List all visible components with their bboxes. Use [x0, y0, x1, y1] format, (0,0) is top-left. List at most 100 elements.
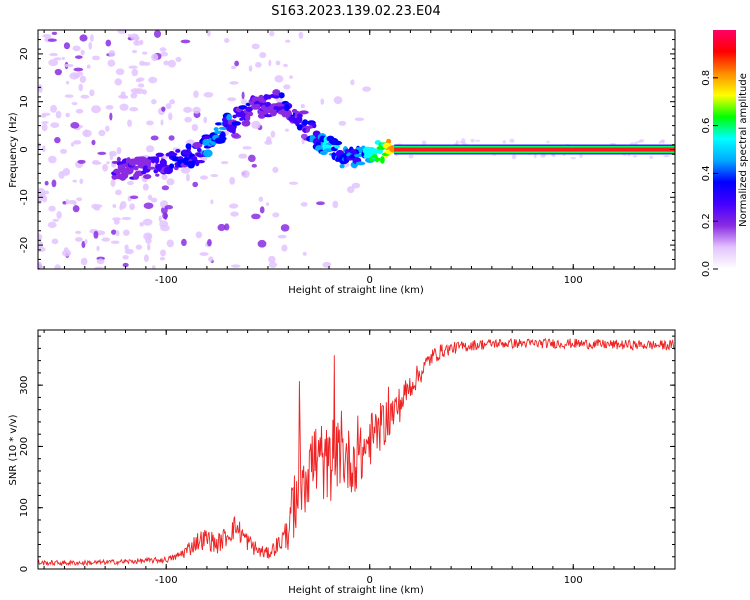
spectrogram-noise-blob — [251, 120, 261, 129]
spectrogram-noise-blob — [80, 94, 90, 99]
spectrogram-noise-blob — [255, 61, 262, 68]
spectrogram-signal-blob — [284, 103, 290, 112]
spectrogram-noise-blob — [73, 140, 82, 145]
spectrogram-noise-blob — [632, 155, 638, 158]
spectrogram-noise-blob — [207, 30, 211, 37]
spectrogram-noise-blob — [234, 60, 240, 67]
spectrogram-noise-blob — [117, 30, 128, 34]
spectrogram-signal-blob — [181, 149, 188, 155]
spectrogram-noise-blob — [116, 147, 122, 155]
snr-series-line — [38, 337, 675, 567]
spectrogram-noise-blob — [71, 101, 78, 106]
spectrogram-noise-blob — [268, 59, 272, 67]
spectrogram-signal-blob — [231, 121, 242, 126]
spectrogram-noise-blob — [322, 261, 332, 268]
spectrogram-signal-blob — [154, 156, 160, 164]
spectrogram-noise-blob — [113, 219, 120, 225]
spectrogram-noise-blob — [141, 51, 148, 55]
spectrogram-noise-blob — [259, 51, 267, 59]
spectrogram-signal-blob — [142, 160, 147, 166]
spectrogram-noise-blob — [151, 265, 156, 269]
spectrogram-signal-blob — [296, 124, 303, 131]
spectrogram-noise-blob — [280, 224, 290, 232]
spectrogram-noise-blob — [76, 197, 83, 202]
spectrogram-signal-blob — [203, 149, 213, 158]
spectrogram-signal-blob — [185, 143, 192, 150]
spectrogram-noise-blob — [546, 140, 550, 144]
spectrogram-noise-blob — [44, 180, 49, 186]
spectrogram-noise-blob — [159, 47, 167, 52]
spectrogram-signal-blob — [272, 94, 280, 99]
spectrogram-noise-blob — [200, 175, 208, 180]
spectrogram-noise-blob — [147, 194, 153, 201]
spectrogram-signal-blob — [296, 115, 303, 124]
spectrogram-noise-blob — [230, 211, 239, 217]
spectrogram-noise-blob — [75, 108, 84, 114]
spectrogram-noise-blob — [51, 31, 58, 36]
colorbar-gradient — [713, 30, 736, 269]
spectrogram-noise-blob — [59, 148, 68, 154]
spectrogram-noise-blob — [101, 237, 111, 242]
snr-x-tick-label: -100 — [155, 575, 178, 586]
spectrogram-noise-blob — [98, 129, 106, 137]
spectrogram-noise-blob — [38, 261, 42, 269]
spectrogram-noise-blob — [265, 202, 270, 206]
spectrogram-noise-blob — [242, 146, 252, 150]
spectrogram-noise-blob — [72, 45, 81, 52]
spectrogram-noise-blob — [102, 163, 109, 172]
spectrogram-noise-blob — [97, 151, 107, 155]
spectrogram-noise-blob — [135, 78, 142, 83]
spectrogram-signal-blob — [312, 123, 317, 129]
spectrogram-noise-blob — [130, 33, 139, 41]
colorbar-label: Normalized spectral amplitude — [738, 73, 749, 227]
spectrogram-noise-blob — [277, 234, 287, 239]
snr-x-axis-label: Height of straight line (km) — [288, 585, 424, 596]
spectrogram-noise-blob — [217, 223, 226, 232]
spectrogram-signal-blob — [241, 119, 251, 127]
spectrogram-signal-blob — [116, 172, 121, 176]
spectrogram-signal-blob — [232, 114, 237, 119]
spectrogram-noise-blob — [192, 181, 199, 188]
spectrogram-noise-blob — [105, 104, 114, 110]
spectrogram-noise-blob — [129, 195, 139, 200]
spectrogram-noise-blob — [134, 88, 145, 95]
spectrogram-noise-blob — [74, 237, 83, 242]
spectrogram-noise-blob — [105, 125, 110, 132]
spectrogram-signal-blob — [238, 105, 248, 110]
spectrogram-noise-blob — [302, 251, 307, 256]
spectrogram-signal-blob — [133, 165, 139, 171]
spectrogram-noise-blob — [362, 86, 371, 92]
spectrogram-noise-blob — [145, 145, 155, 153]
spectrogram-signal-blob — [334, 144, 341, 149]
spectrogram-noise-blob — [70, 142, 75, 147]
spectrogram-noise-blob — [115, 230, 120, 237]
spectrogram-signal-blob — [111, 174, 118, 180]
spectrogram-noise-blob — [81, 240, 86, 249]
spectrogram-noise-blob — [115, 68, 125, 76]
spectrogram-noise-blob — [73, 67, 84, 72]
spectrogram-noise-blob — [470, 138, 475, 143]
spectrogram-noise-blob — [47, 38, 57, 42]
spectrogram-signal-blob — [344, 148, 350, 153]
spectrogram-noise-blob — [316, 201, 325, 206]
spectrogram-signal-blob — [269, 108, 278, 117]
spectrogram-noise-blob — [114, 78, 123, 86]
spectrogram-y-tick-label: 10 — [19, 95, 30, 108]
spectrogram-noise-blob — [300, 201, 308, 207]
spectrogram-noise-blob — [266, 136, 272, 143]
spectrogram-signal-blob — [272, 89, 281, 96]
spectrogram-signal-blob — [294, 110, 300, 115]
spectrogram-noise-blob — [143, 202, 154, 209]
spectrogram-noise-blob — [89, 89, 95, 97]
spectrogram-signal-blob — [339, 163, 345, 169]
spectrogram-noise-blob — [192, 106, 201, 114]
spectrogram-y-axis-label: Frequency (Hz) — [8, 112, 19, 188]
spectrogram-y-tick-label: -10 — [19, 189, 30, 205]
spectrogram-signal-blob — [264, 101, 272, 108]
spectrogram-noise-blob — [160, 51, 169, 57]
spectrogram-noise-blob — [166, 239, 174, 248]
spectrogram-noise-blob — [183, 106, 193, 113]
spectrogram-noise-blob — [351, 182, 361, 189]
colorbar: 0.0 0.2 0.4 0.6 0.8 Normalized spectral ampl… — [701, 30, 749, 277]
